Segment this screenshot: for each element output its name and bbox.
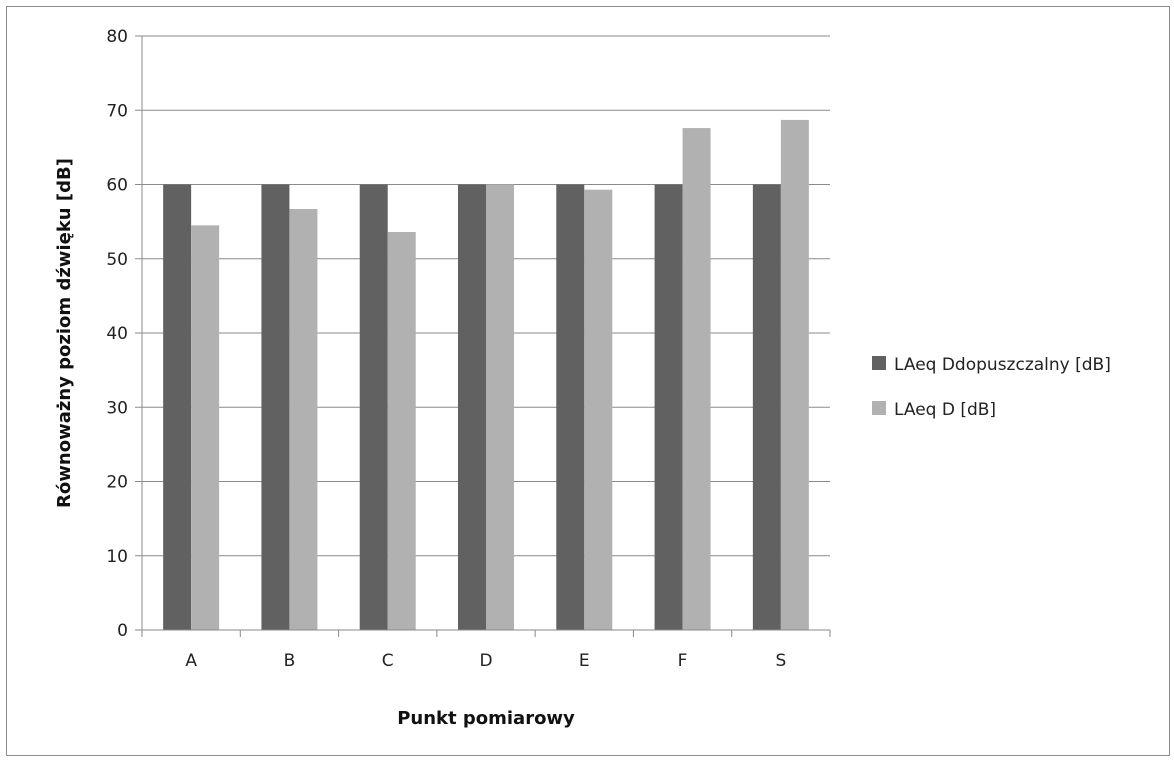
bar-c-series-1 (359, 184, 388, 630)
x-tick-label-b: B (284, 651, 296, 671)
x-tick-label-d: D (479, 651, 492, 671)
bar-s-series-2 (780, 119, 809, 630)
x-axis-title: Punkt pomiarowy (397, 708, 575, 729)
y-tick-label: 80 (106, 27, 128, 47)
y-tick-label: 40 (106, 324, 128, 344)
y-tick-label: 60 (106, 176, 128, 196)
bar-a-series-1 (163, 184, 192, 630)
bar-a-series-2 (191, 225, 220, 630)
bar-c-series-2 (387, 232, 416, 630)
bar-e-series-2 (584, 189, 613, 630)
legend: LAeq Ddopuszczalny [dB] LAeq D [dB] (872, 355, 1111, 420)
bar-f-series-1 (654, 184, 683, 630)
legend-label-series-1: LAeq Ddopuszczalny [dB] (894, 355, 1111, 375)
x-tick-label-c: C (382, 651, 394, 671)
y-tick-label: 30 (106, 398, 128, 418)
bar-b-series-1 (261, 184, 290, 630)
y-tick-label: 70 (106, 101, 128, 121)
bar-f-series-2 (682, 128, 711, 630)
x-tick-label-f: F (678, 651, 688, 671)
x-tick-label-e: E (579, 651, 590, 671)
y-axis-title: Równoważny poziom dźwięku [dB] (54, 158, 75, 508)
bar-d-series-2 (486, 184, 514, 630)
x-tick-label-s: S (775, 651, 786, 671)
x-tick-label-a: A (185, 651, 197, 671)
y-tick-label: 20 (106, 473, 128, 493)
y-tick-label: 0 (117, 621, 128, 641)
y-tick-label: 50 (106, 250, 128, 270)
bar-e-series-1 (556, 184, 585, 630)
axes (135, 35, 831, 637)
legend-label-series-2: LAeq D [dB] (894, 400, 996, 420)
y-tick-label: 10 (106, 547, 128, 567)
bar-s-series-1 (752, 184, 781, 630)
bars (163, 119, 809, 630)
legend-swatch-series-1 (872, 356, 886, 370)
bar-b-series-2 (289, 209, 318, 630)
legend-swatch-series-2 (872, 401, 886, 415)
y-tick-labels: 0 10 20 30 40 50 60 70 80 (106, 27, 128, 641)
bar-d-series-1 (458, 184, 486, 630)
